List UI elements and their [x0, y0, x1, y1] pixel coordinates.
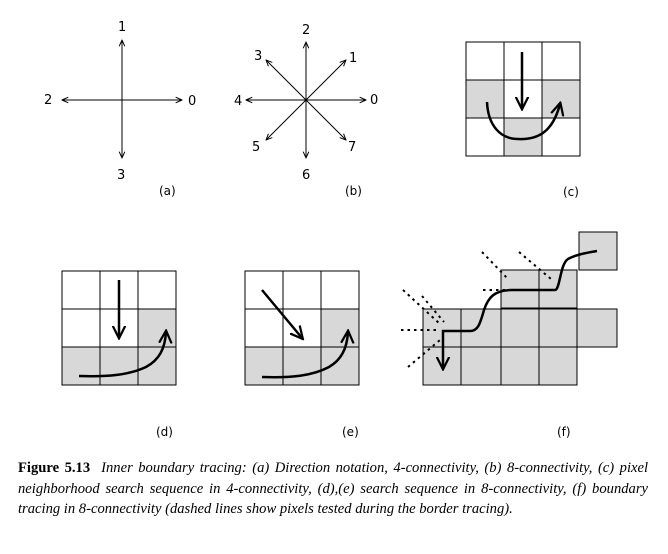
- dir-arrow-1: [305, 60, 346, 101]
- dir-label-3: 3: [254, 49, 262, 64]
- dir-label-3: 3: [117, 168, 125, 183]
- panel-a: 0 1 2 3 (a): [44, 20, 196, 198]
- object-pixel: [466, 80, 504, 118]
- object-pixel: [542, 80, 580, 118]
- panel-b: 0 1 2 3 4 5 6 7 (b): [234, 23, 378, 198]
- dir-label-2: 2: [302, 23, 310, 38]
- boundary-trace-path: [443, 249, 598, 368]
- dir-arrow-3: [266, 60, 307, 101]
- dir-label-5: 5: [252, 140, 260, 155]
- panel-label-d: (d): [156, 425, 173, 439]
- pixel-grid: [244, 270, 360, 386]
- panel-label-c: (c): [563, 185, 579, 199]
- search-sequence-arrow: [78, 332, 166, 378]
- object-pixel: [321, 309, 359, 347]
- dir-label-6: 6: [302, 168, 310, 183]
- panel-label-a: (a): [159, 184, 176, 198]
- object-region: [422, 231, 618, 386]
- dir-label-7: 7: [348, 140, 356, 155]
- search-sequence-arrow: [261, 332, 348, 379]
- dir-label-1: 1: [118, 20, 126, 35]
- panel-label-f: (f): [557, 425, 571, 439]
- figure-diagram: 0 1 2 3 (a) 0 1 2 3 4 5 6 7 (b): [44, 20, 618, 439]
- figure-label: Figure 5.13: [18, 460, 91, 476]
- dir-label-4: 4: [234, 94, 242, 109]
- panel-c: (c): [465, 41, 581, 199]
- search-sequence-arrow: [485, 102, 560, 141]
- object-pixel: [138, 309, 176, 347]
- entry-direction-arrow: [261, 289, 302, 338]
- panel-f: (f): [401, 231, 618, 439]
- tested-pixel-lines: [401, 251, 552, 368]
- object-pixel: [62, 347, 176, 385]
- dir-label-2: 2: [44, 93, 52, 108]
- panel-e: (e): [244, 270, 360, 439]
- caption-text: Inner boundary tracing: (a) Direction no…: [18, 460, 649, 517]
- panel-label-b: (b): [345, 184, 362, 198]
- dir-arrow-7: [305, 99, 346, 140]
- dir-label-1: 1: [349, 51, 357, 66]
- panel-label-e: (e): [342, 425, 359, 439]
- pixel-grid: [61, 270, 177, 386]
- dir-label-0: 0: [188, 94, 196, 109]
- figure-caption: Figure 5.13 Inner boundary tracing: (a) …: [18, 458, 648, 520]
- dir-label-0: 0: [370, 93, 378, 108]
- object-pixel: [245, 347, 359, 385]
- panel-d: (d): [61, 270, 177, 439]
- dir-arrow-5: [266, 99, 307, 140]
